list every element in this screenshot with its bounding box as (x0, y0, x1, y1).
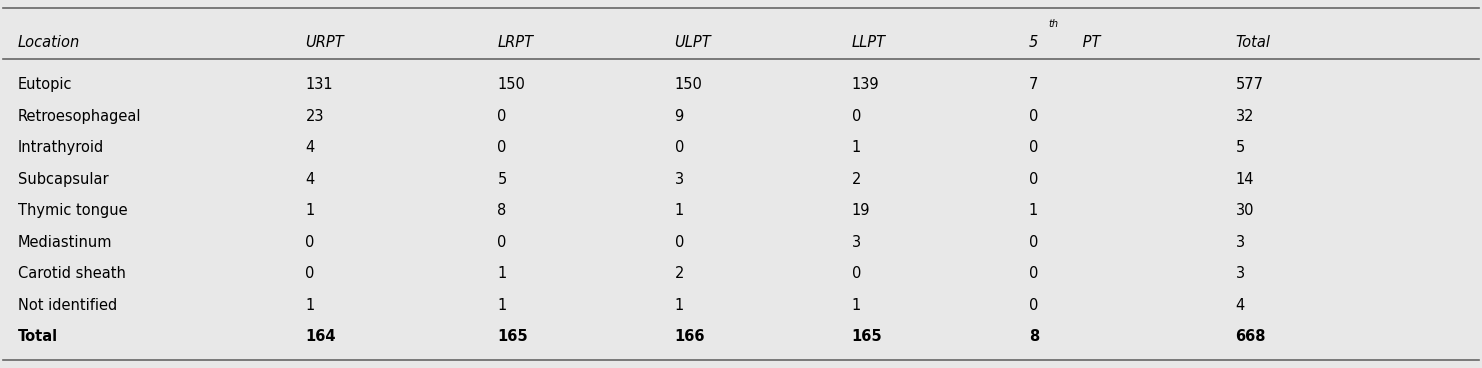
Text: Carotid sheath: Carotid sheath (18, 266, 126, 281)
Text: 5: 5 (1236, 140, 1245, 155)
Text: Eutopic: Eutopic (18, 77, 73, 92)
Text: 8: 8 (1029, 329, 1039, 344)
Text: Subcapsular: Subcapsular (18, 172, 108, 187)
Text: Not identified: Not identified (18, 298, 117, 313)
Text: 2: 2 (674, 266, 683, 281)
Text: 0: 0 (305, 235, 314, 250)
Text: 1: 1 (305, 203, 314, 218)
Text: 0: 0 (498, 235, 507, 250)
Text: 5: 5 (1029, 35, 1039, 50)
Text: 4: 4 (1236, 298, 1245, 313)
Text: 164: 164 (305, 329, 336, 344)
Text: 30: 30 (1236, 203, 1254, 218)
Text: Total: Total (1236, 35, 1270, 50)
Text: 0: 0 (1029, 266, 1039, 281)
Text: Total: Total (18, 329, 58, 344)
Text: 0: 0 (1029, 109, 1039, 124)
Text: 1: 1 (498, 298, 507, 313)
Text: Intrathyroid: Intrathyroid (18, 140, 104, 155)
Text: 3: 3 (1236, 266, 1245, 281)
Text: 1: 1 (1029, 203, 1039, 218)
Text: 5: 5 (498, 172, 507, 187)
Text: 32: 32 (1236, 109, 1254, 124)
Text: ULPT: ULPT (674, 35, 711, 50)
Text: LLPT: LLPT (852, 35, 886, 50)
Text: 1: 1 (498, 266, 507, 281)
Text: 0: 0 (1029, 172, 1039, 187)
Text: 4: 4 (305, 140, 314, 155)
Text: 4: 4 (305, 172, 314, 187)
Text: 0: 0 (1029, 140, 1039, 155)
Text: 166: 166 (674, 329, 705, 344)
Text: 0: 0 (1029, 235, 1039, 250)
Text: 150: 150 (498, 77, 525, 92)
Text: PT: PT (1077, 35, 1100, 50)
Text: 139: 139 (852, 77, 879, 92)
Text: 0: 0 (852, 266, 861, 281)
Text: 577: 577 (1236, 77, 1264, 92)
Text: 0: 0 (852, 109, 861, 124)
Text: Thymic tongue: Thymic tongue (18, 203, 127, 218)
Text: 1: 1 (674, 203, 683, 218)
Text: Mediastinum: Mediastinum (18, 235, 113, 250)
Text: 1: 1 (852, 298, 861, 313)
Text: 7: 7 (1029, 77, 1039, 92)
Text: URPT: URPT (305, 35, 344, 50)
Text: 131: 131 (305, 77, 333, 92)
Text: 0: 0 (674, 140, 683, 155)
Text: 1: 1 (852, 140, 861, 155)
Text: LRPT: LRPT (498, 35, 534, 50)
Text: 0: 0 (1029, 298, 1039, 313)
Text: 0: 0 (674, 235, 683, 250)
Text: 165: 165 (498, 329, 528, 344)
Text: 0: 0 (498, 109, 507, 124)
Text: 1: 1 (674, 298, 683, 313)
Text: 1: 1 (305, 298, 314, 313)
Text: 668: 668 (1236, 329, 1266, 344)
Text: 19: 19 (852, 203, 870, 218)
Text: Location: Location (18, 35, 80, 50)
Text: 2: 2 (852, 172, 861, 187)
Text: 150: 150 (674, 77, 702, 92)
Text: th: th (1048, 19, 1058, 29)
Text: 14: 14 (1236, 172, 1254, 187)
Text: 165: 165 (852, 329, 882, 344)
Text: 23: 23 (305, 109, 325, 124)
Text: 3: 3 (852, 235, 861, 250)
Text: 0: 0 (305, 266, 314, 281)
Text: Retroesophageal: Retroesophageal (18, 109, 141, 124)
Text: 9: 9 (674, 109, 683, 124)
Text: 3: 3 (1236, 235, 1245, 250)
Text: 8: 8 (498, 203, 507, 218)
Text: 3: 3 (674, 172, 683, 187)
Text: 0: 0 (498, 140, 507, 155)
